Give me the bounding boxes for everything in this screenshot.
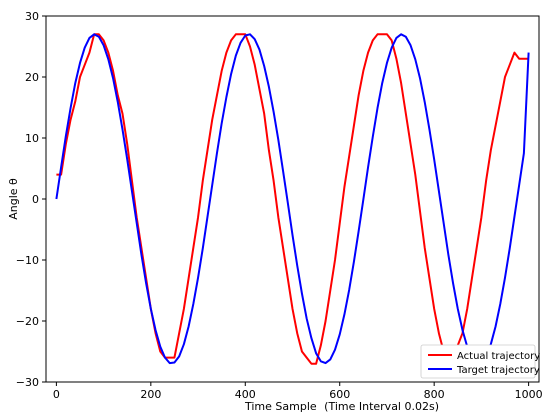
y-tick-label: 20	[25, 71, 39, 84]
x-axis-label-suffix: (Time Interval 0.02s)	[324, 400, 439, 413]
x-tick-label: 600	[329, 388, 350, 401]
x-tick-label: 200	[140, 388, 161, 401]
y-tick-label: −10	[16, 254, 39, 267]
series-line-actual	[56, 33, 529, 365]
tick-layer: 0 200 400 600 800 1000 −30 −20 −10 0 10 20 30	[16, 10, 543, 401]
x-tick-label: 1000	[515, 388, 543, 401]
legend-label-target: Target trajectory	[456, 365, 540, 376]
y-tick-label: −30	[16, 376, 39, 389]
y-tick-label: 10	[25, 132, 39, 145]
series-layer	[55, 33, 530, 365]
x-tick-label: 0	[53, 388, 60, 401]
x-tick-label: 800	[424, 388, 445, 401]
x-tick-label: 400	[235, 388, 256, 401]
legend-label-actual: Actual trajectory	[457, 351, 540, 362]
series-line-target	[55, 33, 530, 365]
y-axis-label: Angle θ	[7, 178, 20, 220]
x-axis-label: Time Sample (Time Interval 0.02s)	[244, 400, 439, 413]
x-axis-label-main: Time Sample	[244, 400, 317, 413]
legend: Actual trajectory Target trajectory	[420, 344, 540, 379]
y-tick-label: −20	[16, 315, 39, 328]
plot-frame	[45, 15, 540, 383]
y-tick-label: 30	[25, 10, 39, 23]
y-tick-label: 0	[32, 193, 39, 206]
